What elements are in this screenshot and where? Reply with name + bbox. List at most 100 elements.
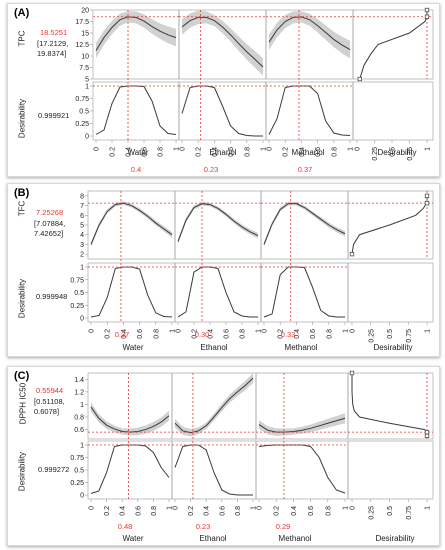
desirability-handle xyxy=(424,193,430,199)
x-tick-label: 0.2 xyxy=(278,329,285,339)
y-tick-label: 1.2 xyxy=(74,389,84,396)
desirability-handle xyxy=(349,370,355,376)
x-tick-label: 0.8 xyxy=(235,506,242,516)
plot-frame xyxy=(87,262,176,323)
x-tick-label: 0 xyxy=(257,506,264,510)
plot-frame xyxy=(352,9,434,80)
plot-frame xyxy=(347,440,434,500)
x-tick-label: 0.8 xyxy=(325,506,332,516)
y-tick-label: 8 xyxy=(80,193,84,200)
x-tick-label: 0.2 xyxy=(283,147,290,157)
factor-value-water: 0.4 xyxy=(130,165,142,174)
x-tick-label: 0.6 xyxy=(308,506,315,516)
confidence-band xyxy=(178,201,258,244)
factor-value-methanol: 0.33 xyxy=(280,330,296,339)
x-tick-label: 0 xyxy=(173,506,180,510)
y-tick-label: 0.5 xyxy=(79,109,89,116)
desirability-curve xyxy=(268,85,351,136)
x-tick-label: 0.2 xyxy=(104,506,111,516)
desirability-x-label: Desirability xyxy=(375,534,415,543)
panel-label: (A) xyxy=(14,7,30,19)
x-tick-label: 0.6 xyxy=(137,329,144,339)
x-tick-label: 0.6 xyxy=(142,147,149,157)
y-tick-label: 0 xyxy=(80,493,84,500)
panel-label: (B) xyxy=(14,187,30,199)
confidence-band xyxy=(182,10,263,76)
factor-name-methanol: Methanol xyxy=(284,343,318,352)
factor-value-water: 0.37 xyxy=(114,330,130,339)
y-tick-label: 0.75 xyxy=(70,277,84,284)
plot-frame xyxy=(347,262,434,323)
response-curve xyxy=(268,16,351,50)
y-tick-label: 0.25 xyxy=(75,121,89,128)
x-tick-label: 0.4 xyxy=(291,506,298,516)
x-tick-label: 0 xyxy=(89,329,96,333)
response-curve xyxy=(177,203,259,242)
x-tick-label: 0.75 xyxy=(407,147,414,161)
confidence-band xyxy=(96,11,176,59)
x-tick-label: 0.5 xyxy=(387,506,394,516)
plot-frame xyxy=(171,440,257,500)
x-tick-label: 0.4 xyxy=(294,329,301,339)
plot-frame xyxy=(352,81,434,141)
desirability-value: 0.999272 xyxy=(38,465,70,474)
x-tick-label: 1 xyxy=(348,147,355,151)
x-tick-label: 0 xyxy=(94,147,101,151)
x-tick-label: 1 xyxy=(251,506,258,510)
factor-name-ethanol: Ethanol xyxy=(199,534,227,543)
response-value: 18.5251 xyxy=(40,28,68,37)
x-tick-label: 0 xyxy=(350,506,357,510)
factor-name-methanol: Methanol xyxy=(278,534,312,543)
response-curve xyxy=(90,202,173,245)
confidence-band xyxy=(91,201,172,247)
factor-name-ethanol: Ethanol xyxy=(200,343,228,352)
factor-value-ethanol: 0.23 xyxy=(203,165,219,174)
x-tick-label: 0.4 xyxy=(299,147,306,157)
response-curve xyxy=(181,16,264,68)
x-tick-label: 1 xyxy=(261,147,268,151)
desirability-curve xyxy=(95,85,177,135)
y-tick-label: 1 xyxy=(80,402,84,409)
x-tick-label: 0 xyxy=(176,329,183,333)
x-tick-label: 0.5 xyxy=(387,329,394,339)
factor-value-ethanol: 0.23 xyxy=(195,522,211,531)
x-tick-label: 0.25 xyxy=(372,147,379,161)
response-value: 7.25268 xyxy=(36,208,64,217)
desirability-curve xyxy=(174,444,253,496)
y-tick-label: 0.75 xyxy=(70,455,84,462)
x-tick-label: 0.2 xyxy=(188,506,195,516)
panel-a: (A) TPC 18.5251 [17.2129, 19.8374] Desir… xyxy=(7,3,440,177)
confidence-band xyxy=(175,373,253,437)
y-tick-label: 1 xyxy=(85,84,89,91)
x-tick-label: 0.8 xyxy=(158,147,165,157)
y-tick-label: 7 xyxy=(80,203,84,210)
x-tick-label: 1 xyxy=(425,147,432,151)
y-tick-label: 2 xyxy=(80,252,84,259)
y-tick-label: 0.6 xyxy=(74,427,84,434)
x-tick-label: 0.4 xyxy=(208,329,215,339)
x-tick-label: 0.2 xyxy=(192,329,199,339)
response-ci-high: 19.8374] xyxy=(37,49,67,58)
y-tick-label: 3 xyxy=(80,242,84,249)
panel-b: (B) TFC 7.25268 [7.07884, 7.42652] Desir… xyxy=(7,183,440,357)
factor-name-water: Water xyxy=(127,148,149,157)
panel-c: (C) DPPH IC50 0.55944 [0.51108, 0.6078] … xyxy=(7,366,440,546)
y-tick-label: 0.5 xyxy=(74,290,84,297)
y-tick-label: 4 xyxy=(80,232,84,239)
x-tick-label: 1 xyxy=(170,329,177,333)
x-tick-label: 0.6 xyxy=(315,147,322,157)
plot-frame xyxy=(347,372,434,440)
x-tick-label: 0.6 xyxy=(219,506,226,516)
x-tick-label: 0.75 xyxy=(406,329,413,343)
response-ci-low: [0.51108, xyxy=(34,397,65,406)
desirability-curve xyxy=(177,266,258,318)
x-tick-label: 0.25 xyxy=(368,329,375,343)
x-tick-label: 1 xyxy=(343,329,350,333)
y-tick-label: 0.25 xyxy=(70,303,84,310)
x-tick-label: 0.8 xyxy=(244,147,251,157)
desirability-value: 0.999921 xyxy=(38,111,70,120)
x-tick-label: 0.4 xyxy=(120,506,127,516)
x-tick-label: 0.4 xyxy=(204,506,211,516)
response-ci-high: 7.42652] xyxy=(34,229,64,238)
